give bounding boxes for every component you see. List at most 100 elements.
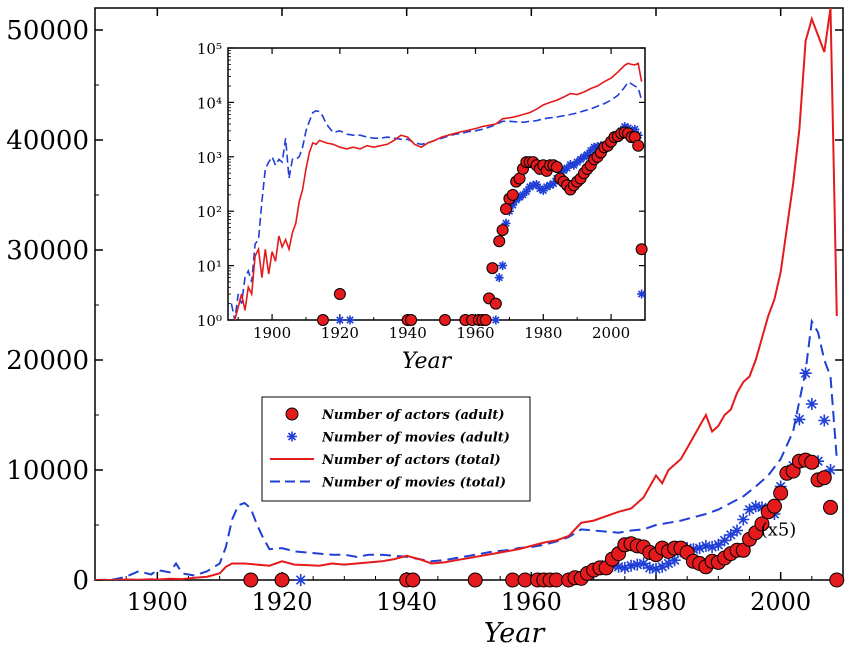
point-movies-adult bbox=[555, 167, 565, 177]
x-tick-label: 1960 bbox=[501, 588, 562, 616]
point-actors-adult bbox=[632, 139, 645, 152]
inset-x-tick-label: 1900 bbox=[253, 324, 291, 342]
point-movies-adult bbox=[535, 184, 545, 194]
inset-y-tick-label: 10⁵ bbox=[197, 40, 222, 58]
point-movies-adult bbox=[662, 557, 675, 570]
inset-y-tick-label: 10⁰ bbox=[197, 312, 222, 330]
y-tick-label: 50000 bbox=[6, 16, 89, 46]
point-movies-adult bbox=[345, 315, 355, 325]
point-movies-adult bbox=[712, 538, 725, 551]
point-actors-adult bbox=[517, 572, 533, 588]
series-number-of-movies-total- bbox=[95, 318, 838, 580]
point-movies-adult bbox=[799, 367, 812, 380]
inset-x-tick-label: 1940 bbox=[389, 324, 427, 342]
point-movies-adult bbox=[731, 524, 744, 537]
point-movies-adult bbox=[335, 315, 345, 325]
point-actors-adult bbox=[467, 572, 483, 588]
point-movies-adult bbox=[693, 542, 706, 555]
point-movies-adult bbox=[532, 179, 542, 189]
point-movies-adult bbox=[612, 560, 625, 573]
point-movies-adult bbox=[586, 146, 596, 156]
point-movies-adult bbox=[625, 559, 638, 572]
legend-label: Number of movies (adult) bbox=[321, 431, 510, 446]
point-actors-adult bbox=[804, 454, 820, 470]
point-actors-adult bbox=[479, 314, 492, 326]
point-movies-adult bbox=[582, 150, 592, 160]
point-movies-adult bbox=[824, 464, 837, 476]
legend-symbol-circle bbox=[285, 407, 299, 421]
point-movies-adult bbox=[631, 558, 644, 571]
point-actors-adult bbox=[773, 485, 789, 501]
y-tick-label: 20000 bbox=[6, 346, 89, 376]
point-movies-adult bbox=[498, 261, 508, 271]
inset-y-tick-label: 10³ bbox=[197, 149, 222, 167]
point-movies-adult bbox=[525, 182, 535, 192]
x-tick-label: 1900 bbox=[127, 588, 188, 616]
annotation-x5: (x5) bbox=[761, 519, 797, 540]
point-movies-adult bbox=[494, 273, 504, 283]
point-movies-adult bbox=[818, 414, 831, 427]
point-movies-adult bbox=[706, 541, 719, 553]
y-tick-label: 40000 bbox=[6, 126, 89, 156]
point-movies-adult bbox=[508, 200, 518, 210]
legend-box bbox=[261, 396, 531, 502]
point-actors-adult bbox=[496, 224, 509, 237]
point-actors-adult bbox=[823, 499, 839, 515]
x-tick-label: 1940 bbox=[376, 588, 437, 616]
point-movies-adult bbox=[637, 557, 650, 570]
inset-x-tick-label: 1920 bbox=[321, 324, 359, 342]
point-movies-adult bbox=[724, 528, 737, 541]
x-tick-label: 1920 bbox=[251, 588, 312, 616]
point-actors-adult bbox=[766, 498, 782, 514]
point-movies-adult bbox=[793, 413, 806, 426]
legend-symbol-asterisk bbox=[287, 431, 297, 442]
point-actors-adult bbox=[274, 572, 290, 588]
x-tick-label: 1980 bbox=[625, 588, 686, 616]
point-movies-adult bbox=[737, 513, 750, 526]
point-actors-adult bbox=[505, 572, 521, 588]
point-movies-adult bbox=[718, 534, 731, 547]
point-movies-adult bbox=[668, 554, 681, 567]
point-movies-adult bbox=[562, 163, 572, 173]
point-movies-adult bbox=[548, 179, 558, 189]
point-movies-adult bbox=[630, 124, 640, 134]
point-movies-adult bbox=[521, 187, 531, 197]
point-movies-adult bbox=[569, 160, 579, 170]
inset-x-tick-label: 1960 bbox=[456, 324, 494, 342]
point-actors-adult bbox=[816, 470, 832, 486]
point-movies-adult bbox=[643, 561, 656, 574]
y-tick-label: 10000 bbox=[6, 456, 89, 486]
point-movies-adult bbox=[501, 218, 511, 228]
point-actors-adult bbox=[500, 202, 512, 215]
inset-y-tick-label: 10¹ bbox=[197, 258, 222, 276]
point-movies-adult bbox=[294, 574, 307, 586]
series-number-of-actors-total- bbox=[95, 8, 838, 580]
legend-label: Number of actors (adult) bbox=[321, 408, 505, 423]
point-movies-adult bbox=[637, 289, 647, 299]
legend-label: Number of movies (total) bbox=[321, 476, 506, 491]
main-plot: 1900 1920 1940 1960 1980 20000100002000030000… bbox=[6, 7, 845, 648]
inset-x-tick-label: 1980 bbox=[524, 324, 562, 342]
point-actors-adult bbox=[438, 314, 451, 326]
inset-y-tick-label: 10⁴ bbox=[197, 94, 222, 112]
point-actors-adult bbox=[333, 288, 346, 301]
point-actors-adult bbox=[635, 243, 648, 256]
point-movies-adult bbox=[538, 186, 548, 196]
inset-y-tick-label: 10² bbox=[197, 203, 222, 221]
point-movies-adult bbox=[542, 182, 552, 192]
point-actors-adult bbox=[486, 262, 499, 275]
point-actors-adult bbox=[405, 572, 421, 588]
y-tick-label: 0 bbox=[72, 566, 89, 596]
point-movies-adult bbox=[805, 398, 818, 410]
legend-label: Number of actors (total) bbox=[321, 453, 501, 468]
legend: Number of actors (adult) Number of movies… bbox=[261, 396, 531, 502]
point-movies-adult bbox=[545, 180, 555, 190]
point-actors-adult bbox=[489, 297, 502, 310]
point-actors-adult bbox=[493, 235, 506, 248]
point-actors-adult bbox=[405, 314, 418, 326]
x-axis-title: Year bbox=[484, 618, 547, 648]
point-actors-adult bbox=[550, 160, 563, 173]
x-tick-label: 2000 bbox=[750, 588, 811, 616]
point-actors-adult bbox=[316, 314, 329, 326]
